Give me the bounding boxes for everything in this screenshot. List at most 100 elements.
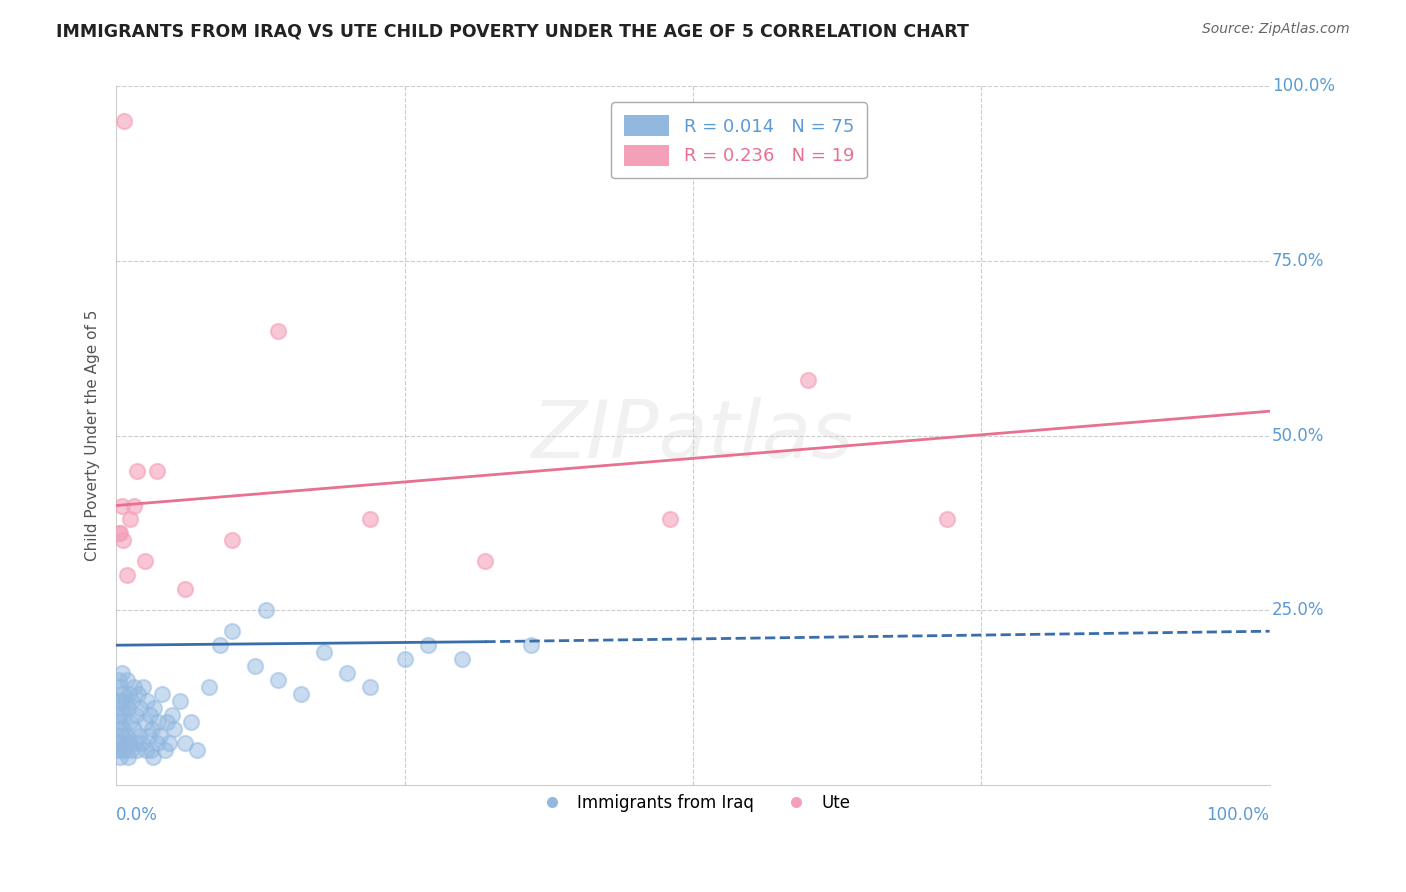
Point xyxy=(118,736,141,750)
Point xyxy=(141,722,163,736)
Point xyxy=(107,708,129,723)
Point xyxy=(115,673,138,687)
Point xyxy=(146,714,169,729)
Text: 100.0%: 100.0% xyxy=(1206,805,1270,824)
Point xyxy=(114,743,136,757)
Point xyxy=(143,701,166,715)
Point xyxy=(131,736,153,750)
Y-axis label: Child Poverty Under the Age of 5: Child Poverty Under the Age of 5 xyxy=(86,310,100,561)
Text: 50.0%: 50.0% xyxy=(1272,426,1324,444)
Point xyxy=(111,743,134,757)
Point xyxy=(108,714,131,729)
Point xyxy=(108,680,131,694)
Point xyxy=(129,701,152,715)
Point xyxy=(149,729,172,743)
Point xyxy=(112,722,135,736)
Point xyxy=(110,694,132,708)
Point xyxy=(112,533,135,548)
Point xyxy=(209,638,232,652)
Point xyxy=(128,729,150,743)
Point xyxy=(658,512,681,526)
Point xyxy=(110,729,132,743)
Point xyxy=(118,687,141,701)
Point xyxy=(108,526,131,541)
Point xyxy=(136,694,159,708)
Point xyxy=(394,652,416,666)
Point xyxy=(520,638,543,652)
Point xyxy=(359,512,381,526)
Point xyxy=(243,659,266,673)
Point xyxy=(115,568,138,582)
Point xyxy=(108,750,131,764)
Point xyxy=(114,694,136,708)
Point xyxy=(124,736,146,750)
Point xyxy=(221,624,243,639)
Point xyxy=(797,373,820,387)
Point xyxy=(174,582,197,597)
Point xyxy=(134,554,156,568)
Point xyxy=(107,694,129,708)
Point xyxy=(122,722,145,736)
Point xyxy=(111,666,134,681)
Point xyxy=(125,743,148,757)
Point xyxy=(359,680,381,694)
Text: Source: ZipAtlas.com: Source: ZipAtlas.com xyxy=(1202,22,1350,37)
Point xyxy=(254,603,277,617)
Point xyxy=(221,533,243,548)
Point xyxy=(935,512,957,526)
Point xyxy=(312,645,335,659)
Point xyxy=(107,743,129,757)
Point xyxy=(138,729,160,743)
Point xyxy=(107,736,129,750)
Point xyxy=(451,652,474,666)
Point xyxy=(112,114,135,128)
Text: IMMIGRANTS FROM IRAQ VS UTE CHILD POVERTY UNDER THE AGE OF 5 CORRELATION CHART: IMMIGRANTS FROM IRAQ VS UTE CHILD POVERT… xyxy=(56,22,969,40)
Point xyxy=(125,464,148,478)
Text: 100.0%: 100.0% xyxy=(1272,78,1334,95)
Point xyxy=(111,701,134,715)
Point xyxy=(138,708,160,723)
Point xyxy=(152,687,174,701)
Point xyxy=(145,736,167,750)
Point xyxy=(267,324,290,338)
Point xyxy=(139,743,162,757)
Legend: Immigrants from Iraq, Ute: Immigrants from Iraq, Ute xyxy=(529,787,856,819)
Point xyxy=(186,743,208,757)
Point xyxy=(416,638,439,652)
Point xyxy=(122,499,145,513)
Point xyxy=(134,714,156,729)
Point xyxy=(117,701,139,715)
Point xyxy=(160,708,183,723)
Point xyxy=(111,499,134,513)
Point xyxy=(120,512,142,526)
Point xyxy=(122,680,145,694)
Point xyxy=(163,722,186,736)
Point xyxy=(135,743,157,757)
Point xyxy=(117,750,139,764)
Point xyxy=(142,750,165,764)
Point xyxy=(267,673,290,687)
Point xyxy=(107,722,129,736)
Point xyxy=(156,714,179,729)
Point xyxy=(112,687,135,701)
Point xyxy=(197,680,219,694)
Point xyxy=(107,526,129,541)
Text: 25.0%: 25.0% xyxy=(1272,601,1324,619)
Point xyxy=(174,736,197,750)
Point xyxy=(290,687,312,701)
Text: 0.0%: 0.0% xyxy=(117,805,157,824)
Point xyxy=(120,743,142,757)
Point xyxy=(112,736,135,750)
Point xyxy=(169,694,191,708)
Point xyxy=(336,666,359,681)
Point xyxy=(180,714,202,729)
Point xyxy=(127,687,149,701)
Point xyxy=(121,694,143,708)
Point xyxy=(145,464,167,478)
Point xyxy=(120,714,142,729)
Point xyxy=(153,743,176,757)
Point xyxy=(132,680,155,694)
Point xyxy=(125,708,148,723)
Point xyxy=(112,708,135,723)
Text: 75.0%: 75.0% xyxy=(1272,252,1324,270)
